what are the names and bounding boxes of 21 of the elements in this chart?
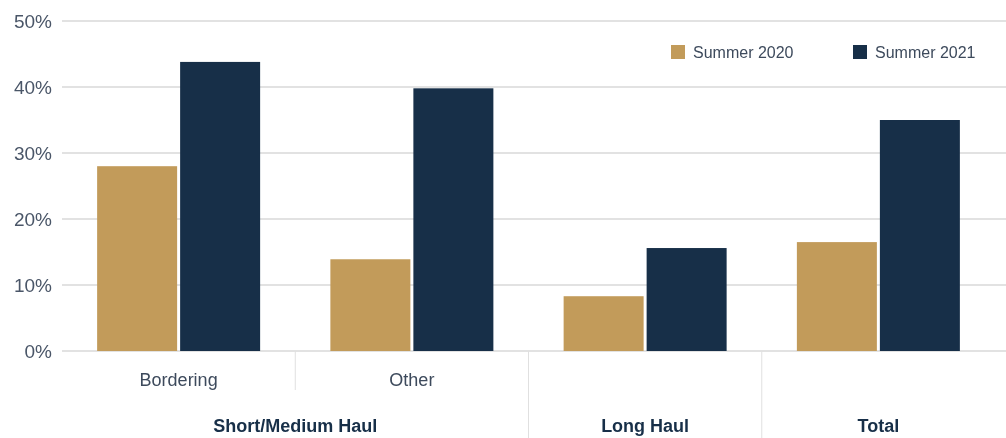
y-tick-label: 0% [24,340,53,362]
bar [796,242,877,351]
x-tick-label: Bordering [139,370,218,391]
text: Short/Medium Haul [213,416,378,437]
bar [330,259,411,351]
bar [180,61,261,351]
bar [413,88,494,351]
legend-label: Summer 2020 [693,43,794,61]
bar [879,120,960,351]
bar [646,248,727,351]
y-tick-label: 50% [13,10,53,32]
bar [97,166,178,351]
legend-label: Summer 2021 [875,43,976,61]
text: Total [857,416,900,437]
y-tick-label: 40% [13,76,53,98]
x-tick-label: Other [389,370,435,391]
bar [563,296,644,351]
y-tick-label: 30% [13,142,53,164]
y-tick-label: 20% [13,208,53,230]
y-tick-label: 10% [13,274,53,296]
text: Long Haul [601,416,690,437]
